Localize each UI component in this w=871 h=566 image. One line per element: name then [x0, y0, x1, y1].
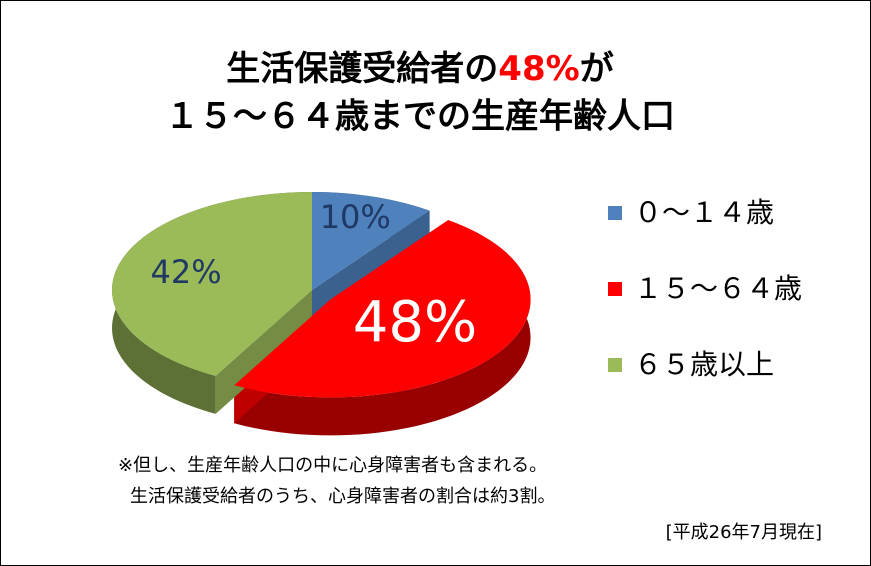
- data-label: 10%: [320, 198, 391, 236]
- slice-side: [234, 220, 531, 436]
- legend-swatch: [608, 282, 622, 296]
- legend: ０～１４歳 １５～６４歳 ６５歳以上: [608, 196, 802, 381]
- legend-label: ０～１４歳: [634, 196, 774, 229]
- pie: 10% 48% 42%: [112, 192, 531, 436]
- title-highlight: 48%: [498, 49, 579, 89]
- source: [平成26年7月現在]: [666, 522, 822, 543]
- legend-label: １５～６４歳: [634, 272, 802, 305]
- legend-swatch: [608, 358, 622, 372]
- slice: [234, 220, 531, 398]
- slice: [312, 192, 430, 290]
- legend-swatch: [608, 206, 622, 220]
- data-label: 48%: [353, 290, 477, 355]
- note: ※但し、生産年齢人口の中に心身障害者も含まれる。: [118, 455, 547, 476]
- title-part: が: [580, 49, 614, 89]
- chart-title: 生活保護受給者の48%が: [226, 49, 613, 89]
- legend-label: ６５歳以上: [634, 348, 774, 381]
- title-part: 生活保護受給者の: [226, 49, 498, 89]
- note: 生活保護受給者のうち、心身障害者の割合は約3割。: [130, 486, 555, 507]
- data-label: 42%: [151, 253, 222, 291]
- slice: [112, 192, 313, 376]
- chart-subtitle: １５～６４歳までの生産年齢人口: [165, 97, 675, 137]
